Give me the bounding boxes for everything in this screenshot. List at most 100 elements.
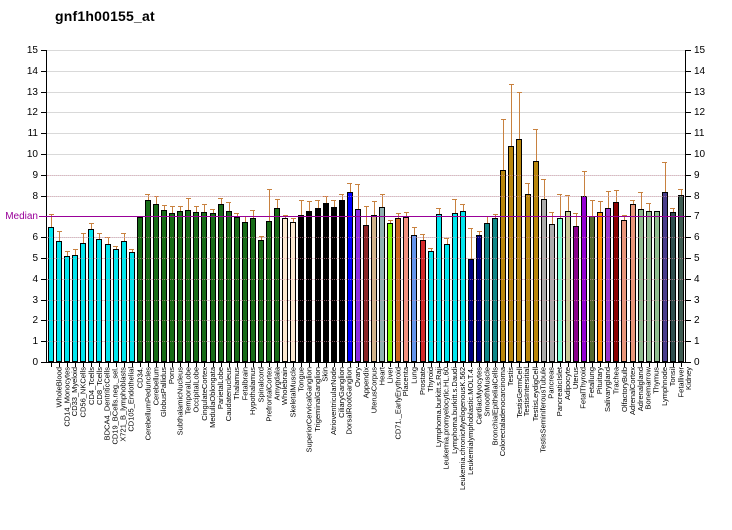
y-axis-right-line bbox=[685, 50, 686, 363]
bar bbox=[548, 223, 555, 362]
error-bar-cap bbox=[395, 213, 401, 215]
x-tick bbox=[446, 363, 448, 367]
error-bar-cap bbox=[460, 203, 466, 205]
plot-area bbox=[47, 50, 685, 362]
y-axis-label-left: 6 bbox=[32, 232, 38, 244]
gridline bbox=[47, 91, 685, 93]
error-bar-cap bbox=[549, 212, 555, 214]
error-bar bbox=[91, 222, 93, 229]
error-bar bbox=[511, 84, 513, 146]
error-bar-cap bbox=[476, 230, 482, 232]
median-line bbox=[47, 215, 685, 217]
x-tick bbox=[75, 363, 77, 367]
error-bar bbox=[479, 230, 481, 236]
error-bar bbox=[406, 212, 408, 218]
gridline bbox=[47, 70, 685, 72]
error-bar bbox=[269, 189, 271, 221]
y-axis-label-right: 10 bbox=[694, 149, 706, 160]
error-bar bbox=[252, 210, 254, 219]
error-bar bbox=[640, 192, 642, 210]
x-tick bbox=[156, 363, 158, 367]
bar bbox=[338, 199, 345, 362]
y-axis-label-right: 11 bbox=[694, 128, 705, 140]
error-bar-cap bbox=[347, 183, 353, 185]
y-axis-label-right: 5 bbox=[694, 253, 700, 264]
y-axis-label-right: 15 bbox=[694, 45, 706, 56]
y-tick-right bbox=[685, 341, 691, 343]
error-bar-cap bbox=[605, 191, 611, 193]
bar bbox=[185, 210, 192, 362]
error-bar-cap bbox=[331, 199, 337, 201]
y-tick-left bbox=[41, 362, 47, 363]
y-tick-right bbox=[685, 91, 691, 93]
y-axis-label-left: 15 bbox=[26, 45, 38, 56]
error-bar bbox=[366, 206, 367, 225]
x-tick bbox=[139, 363, 141, 367]
x-tick bbox=[584, 363, 586, 367]
bar bbox=[96, 239, 103, 362]
error-bar bbox=[301, 199, 303, 216]
x-tick bbox=[212, 363, 214, 367]
error-bar-cap bbox=[557, 193, 563, 195]
gridline-dotted-overlay bbox=[47, 174, 685, 176]
gridline bbox=[47, 133, 685, 135]
x-tick bbox=[479, 363, 481, 367]
gridline-dotted-overlay bbox=[47, 299, 685, 301]
y-axis-label-left: 14 bbox=[26, 65, 38, 77]
bar bbox=[161, 210, 168, 362]
bar bbox=[128, 251, 135, 362]
error-bar-cap bbox=[274, 198, 280, 200]
y-tick-left bbox=[41, 112, 47, 114]
error-bar-cap bbox=[80, 233, 86, 235]
bar bbox=[282, 218, 289, 362]
x-tick bbox=[333, 363, 335, 367]
error-bar bbox=[115, 245, 117, 249]
y-axis-label-left: 10 bbox=[26, 149, 38, 160]
x-tick bbox=[398, 363, 400, 367]
y-tick-right bbox=[685, 320, 691, 322]
y-tick-left bbox=[41, 237, 47, 239]
x-tick bbox=[188, 363, 190, 367]
error-bar bbox=[535, 129, 537, 162]
bar bbox=[427, 250, 434, 362]
x-tick bbox=[559, 363, 561, 367]
gridline-dotted-overlay bbox=[47, 216, 685, 218]
error-bar-cap bbox=[113, 245, 119, 247]
bar bbox=[266, 220, 273, 362]
x-tick bbox=[454, 363, 456, 367]
x-tick bbox=[664, 363, 666, 367]
x-tick bbox=[99, 363, 101, 367]
x-tick bbox=[414, 363, 416, 367]
y-tick-left bbox=[41, 91, 47, 93]
error-bar bbox=[261, 236, 262, 241]
x-tick bbox=[147, 363, 149, 367]
gridline bbox=[47, 50, 685, 51]
error-bar bbox=[575, 213, 577, 226]
error-bar bbox=[75, 248, 77, 255]
error-bar bbox=[584, 170, 586, 196]
bar bbox=[314, 208, 321, 362]
y-tick-right bbox=[685, 154, 691, 155]
bar bbox=[443, 244, 450, 362]
error-bar-cap bbox=[145, 193, 151, 195]
x-tick bbox=[317, 363, 319, 367]
x-tick bbox=[374, 363, 376, 367]
error-bar-cap bbox=[72, 248, 78, 250]
error-bar-cap bbox=[290, 218, 296, 220]
x-tick bbox=[519, 363, 521, 367]
y-tick-left bbox=[41, 258, 47, 259]
bar bbox=[290, 221, 297, 362]
y-tick-left bbox=[39, 216, 47, 218]
error-bar-cap bbox=[298, 199, 304, 201]
error-bar bbox=[503, 118, 505, 170]
x-tick bbox=[503, 363, 505, 367]
bar bbox=[258, 240, 264, 362]
error-bar bbox=[164, 204, 166, 211]
x-tick bbox=[600, 363, 602, 367]
bar bbox=[451, 213, 458, 362]
y-tick-right bbox=[685, 112, 691, 114]
x-tick bbox=[487, 363, 489, 367]
y-axis-label-right: 2 bbox=[694, 315, 700, 327]
gridline-dotted-overlay bbox=[47, 258, 685, 259]
y-axis-label-right: 4 bbox=[694, 273, 700, 285]
